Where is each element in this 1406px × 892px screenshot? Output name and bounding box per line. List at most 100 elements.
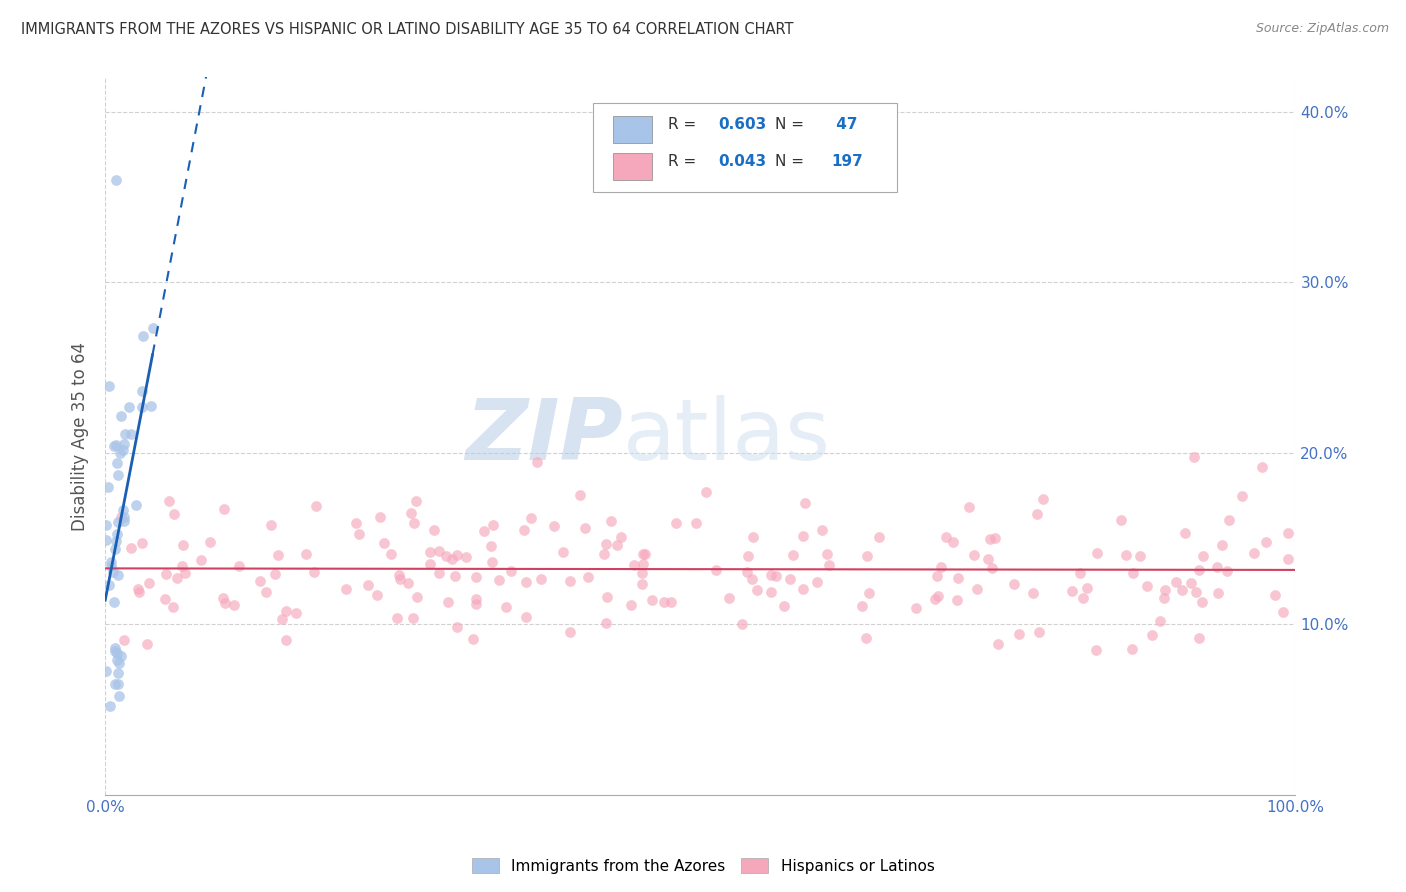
- Point: [779, 572, 801, 586]
- Point: [214, 596, 236, 610]
- Point: [396, 576, 419, 591]
- Point: [344, 516, 367, 531]
- Point: [806, 575, 828, 590]
- Point: [295, 547, 318, 561]
- Point: [543, 519, 565, 533]
- Point: [373, 535, 395, 549]
- Point: [501, 564, 523, 578]
- Point: [305, 499, 328, 513]
- Point: [444, 569, 467, 583]
- Point: [132, 329, 155, 343]
- Point: [103, 439, 125, 453]
- Text: ZIP: ZIP: [465, 394, 623, 477]
- Point: [818, 558, 841, 572]
- Point: [1254, 535, 1277, 549]
- Point: [465, 591, 488, 606]
- Point: [120, 541, 142, 555]
- Point: [264, 566, 287, 581]
- Point: [1071, 591, 1094, 606]
- Text: 0.603: 0.603: [718, 117, 766, 132]
- Point: [935, 530, 957, 544]
- Point: [368, 510, 391, 524]
- Point: [131, 536, 153, 550]
- Point: [441, 552, 464, 566]
- Point: [103, 595, 125, 609]
- Point: [276, 632, 298, 647]
- Point: [127, 582, 149, 596]
- Point: [1028, 625, 1050, 640]
- Point: [419, 558, 441, 572]
- Point: [104, 640, 127, 655]
- Point: [399, 506, 422, 520]
- Point: [1264, 588, 1286, 602]
- Point: [595, 537, 617, 551]
- Point: [94, 533, 117, 547]
- Point: [481, 556, 503, 570]
- Point: [759, 585, 782, 599]
- Point: [166, 571, 188, 585]
- Point: [128, 584, 150, 599]
- Point: [1166, 574, 1188, 589]
- Point: [1136, 579, 1159, 593]
- Point: [1154, 582, 1177, 597]
- Point: [620, 598, 643, 612]
- Point: [120, 427, 142, 442]
- Point: [131, 384, 153, 398]
- Point: [810, 523, 832, 537]
- Point: [141, 320, 163, 334]
- Point: [569, 488, 592, 502]
- Point: [97, 379, 120, 393]
- Point: [389, 572, 412, 586]
- Point: [423, 523, 446, 537]
- Point: [741, 572, 763, 586]
- Point: [304, 566, 326, 580]
- Point: [1129, 549, 1152, 564]
- Point: [270, 612, 292, 626]
- Point: [138, 575, 160, 590]
- Point: [456, 550, 478, 565]
- Text: R =: R =: [668, 154, 702, 169]
- Point: [855, 549, 877, 564]
- Point: [925, 569, 948, 583]
- Point: [1002, 577, 1025, 591]
- Point: [576, 570, 599, 584]
- Point: [104, 542, 127, 557]
- Point: [112, 437, 135, 451]
- Point: [125, 498, 148, 512]
- Point: [1109, 512, 1132, 526]
- Point: [966, 582, 988, 597]
- Point: [630, 566, 652, 580]
- Point: [198, 535, 221, 549]
- Point: [100, 699, 122, 714]
- Point: [606, 538, 628, 552]
- Point: [157, 494, 180, 508]
- Point: [963, 549, 986, 563]
- Point: [461, 632, 484, 646]
- Point: [111, 503, 134, 517]
- Point: [118, 400, 141, 414]
- Point: [1149, 614, 1171, 628]
- Point: [855, 631, 877, 645]
- Text: 0.043: 0.043: [718, 154, 766, 169]
- Point: [105, 646, 128, 660]
- Point: [153, 592, 176, 607]
- Point: [174, 566, 197, 580]
- Point: [558, 574, 581, 588]
- Point: [1191, 549, 1213, 564]
- Point: [419, 545, 441, 559]
- Point: [1205, 559, 1227, 574]
- Point: [1188, 563, 1211, 577]
- FancyBboxPatch shape: [613, 153, 651, 180]
- Point: [1025, 507, 1047, 521]
- Point: [735, 565, 758, 579]
- Point: [114, 427, 136, 442]
- Point: [1085, 642, 1108, 657]
- Point: [274, 604, 297, 618]
- Point: [957, 500, 980, 514]
- Point: [214, 502, 236, 516]
- Point: [858, 586, 880, 600]
- Text: N =: N =: [775, 117, 810, 132]
- Point: [347, 526, 370, 541]
- Point: [1171, 582, 1194, 597]
- Point: [1188, 631, 1211, 645]
